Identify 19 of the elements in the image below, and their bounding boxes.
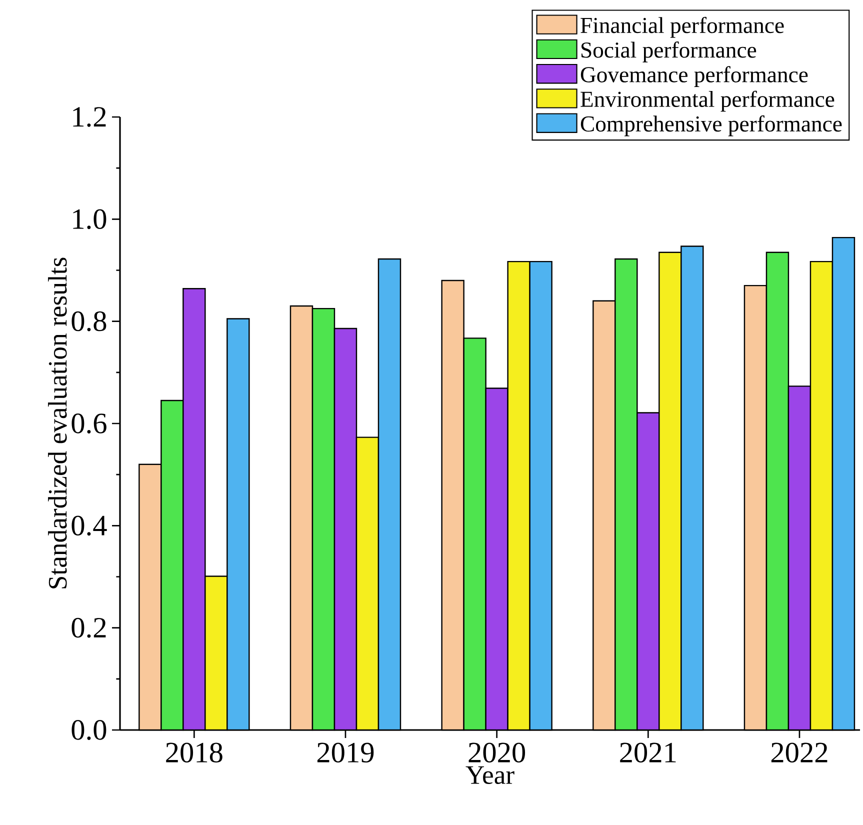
legend-label: Social performance xyxy=(582,42,756,62)
x-tick-label: 2021 xyxy=(620,742,676,763)
y-tick-label: 0.0 xyxy=(72,720,106,740)
legend-label: Comprehensive performance xyxy=(580,115,842,136)
x-tick-label: 2019 xyxy=(317,742,374,763)
x-tick-label: 2020 xyxy=(468,742,526,763)
y-tick-label: 1.2 xyxy=(73,107,106,127)
legend-label: Financial performance xyxy=(580,16,784,38)
y-tick-label: 1.0 xyxy=(73,209,106,230)
x-tick-label: 2018 xyxy=(166,742,222,763)
y-tick-label: 0.4 xyxy=(72,516,107,536)
y-tick-label: 0.6 xyxy=(72,414,106,434)
x-axis-title: Year xyxy=(466,766,514,784)
y-axis-title: Standardized evaluation results xyxy=(48,258,67,588)
legend-label: Environmental performance xyxy=(580,90,834,112)
y-tick-label: 0.8 xyxy=(72,311,106,332)
y-tick-label: 0.2 xyxy=(72,618,106,638)
legend-label: Govemance performance xyxy=(580,66,808,87)
x-tick-label: 2022 xyxy=(771,742,828,763)
